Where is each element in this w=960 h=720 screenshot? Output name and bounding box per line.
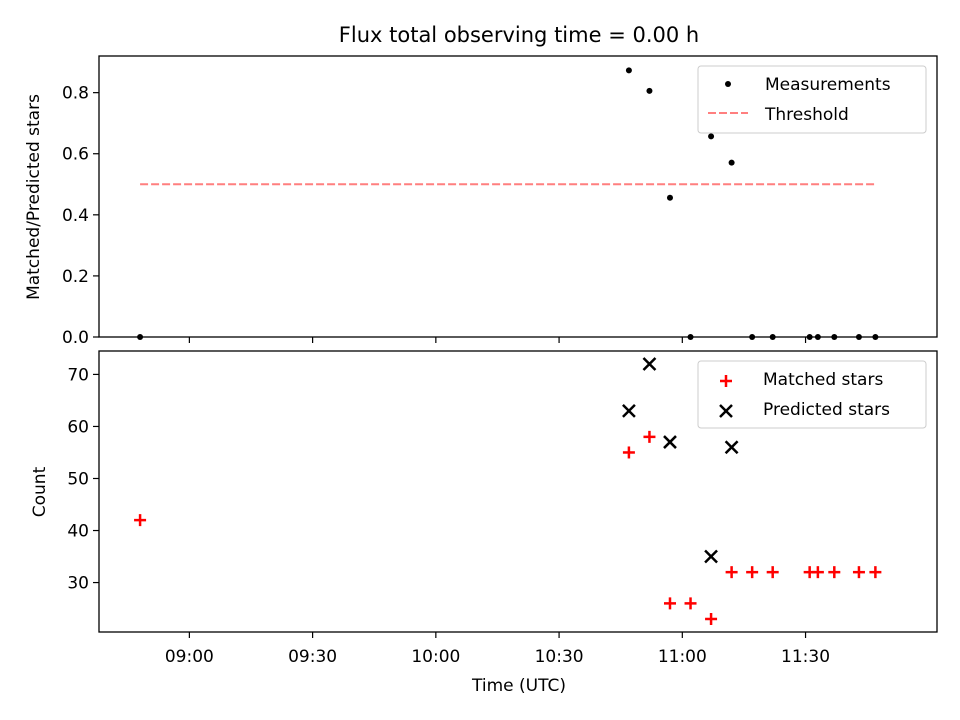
legend-marker-measurements	[725, 81, 731, 87]
chart-title: Flux total observing time = 0.00 h	[339, 23, 699, 47]
matched-stars-point	[852, 566, 865, 579]
measurement-point	[749, 334, 756, 340]
measurement-point	[806, 334, 813, 340]
measurement-point	[872, 334, 879, 340]
panel-ratio-yticks: 0.0 0.2 0.4 0.6 0.8	[62, 84, 99, 348]
legend-box	[697, 360, 927, 429]
legend-marker-matched	[720, 375, 732, 387]
measurement-point	[769, 334, 776, 340]
measurement-point	[137, 334, 144, 340]
y-tick-label: 30	[67, 574, 89, 594]
y-tick-label: 40	[67, 522, 89, 542]
legend-label-predicted: Predicted stars	[763, 400, 890, 420]
matched-stars-point	[622, 446, 635, 459]
x-tick-label: 11:30	[781, 647, 830, 667]
matched-stars-point	[811, 566, 824, 579]
matched-stars-point	[766, 566, 779, 579]
x-tick-label: 10:00	[411, 647, 460, 667]
measurement-point	[625, 67, 632, 74]
panel-ratio-legend: Measurements Threshold	[697, 65, 927, 134]
y-tick-label: 60	[67, 417, 89, 437]
y-tick-label: 0.4	[62, 206, 89, 226]
y-tick-label: 0.0	[62, 328, 89, 348]
y-tick-label: 0.6	[62, 145, 89, 165]
measurement-point	[646, 87, 653, 94]
matched-stars-point	[684, 597, 697, 610]
measurement-point	[666, 194, 673, 201]
matched-stars-point	[705, 612, 718, 625]
matched-stars-point	[725, 566, 738, 579]
matched-stars-point	[643, 430, 656, 443]
legend-label-threshold: Threshold	[764, 105, 849, 125]
panel-count-ylabel: Count	[30, 466, 50, 517]
x-tick-label: 09:30	[288, 647, 337, 667]
predicted-stars-point	[663, 435, 677, 449]
matched-stars-point	[663, 597, 676, 610]
predicted-stars-point	[704, 549, 718, 564]
legend-box	[697, 65, 927, 134]
predicted-stars-point	[724, 440, 739, 455]
chart-xlabel: Time (UTC)	[471, 676, 566, 696]
panel-ratio: Matched/Predicted stars 0.00.20.40.60.8 …	[24, 55, 938, 348]
measurement-point	[687, 334, 694, 340]
y-tick-label: 0.2	[62, 267, 89, 287]
measurement-point	[831, 334, 838, 340]
panel-ratio-xticks	[188, 337, 807, 343]
panel-count-yticks: 30 40 50 60 70	[67, 365, 99, 594]
y-tick-label: 50	[67, 469, 89, 489]
predicted-stars-point	[622, 403, 636, 418]
measurement-point	[855, 334, 862, 340]
x-tick-label: 10:30	[535, 647, 584, 667]
legend-label-measurements: Measurements	[765, 75, 891, 95]
matched-stars-point	[134, 514, 147, 527]
matched-stars-point	[869, 566, 882, 579]
panel-count: Count 30 40 50 60 70 09:00 09:30 10:00 10:30 11:…	[30, 350, 938, 667]
legend-marker-predicted	[719, 404, 733, 418]
measurement-point	[728, 159, 735, 166]
matched-stars-point	[828, 566, 841, 579]
panel-count-legend: Matched stars Predicted stars	[697, 360, 927, 429]
measurement-point	[814, 334, 821, 340]
x-tick-label: 09:00	[165, 647, 214, 667]
panel-ratio-frame	[98, 55, 938, 338]
panel-ratio-marks	[137, 67, 879, 340]
panel-count-frame	[98, 350, 938, 633]
y-tick-label: 70	[67, 365, 89, 385]
legend-label-matched: Matched stars	[763, 370, 883, 390]
panel-count-marks	[134, 357, 882, 625]
measurement-point	[708, 133, 715, 140]
x-tick-label: 11:00	[658, 647, 707, 667]
predicted-stars-point	[642, 357, 657, 371]
panel-ratio-ylabel: Matched/Predicted stars	[24, 94, 44, 300]
matched-stars-point	[746, 566, 759, 579]
y-tick-label: 0.8	[62, 84, 89, 104]
panel-count-xticks: 09:00 09:30 10:00 10:30 11:00 11:30	[165, 632, 830, 667]
